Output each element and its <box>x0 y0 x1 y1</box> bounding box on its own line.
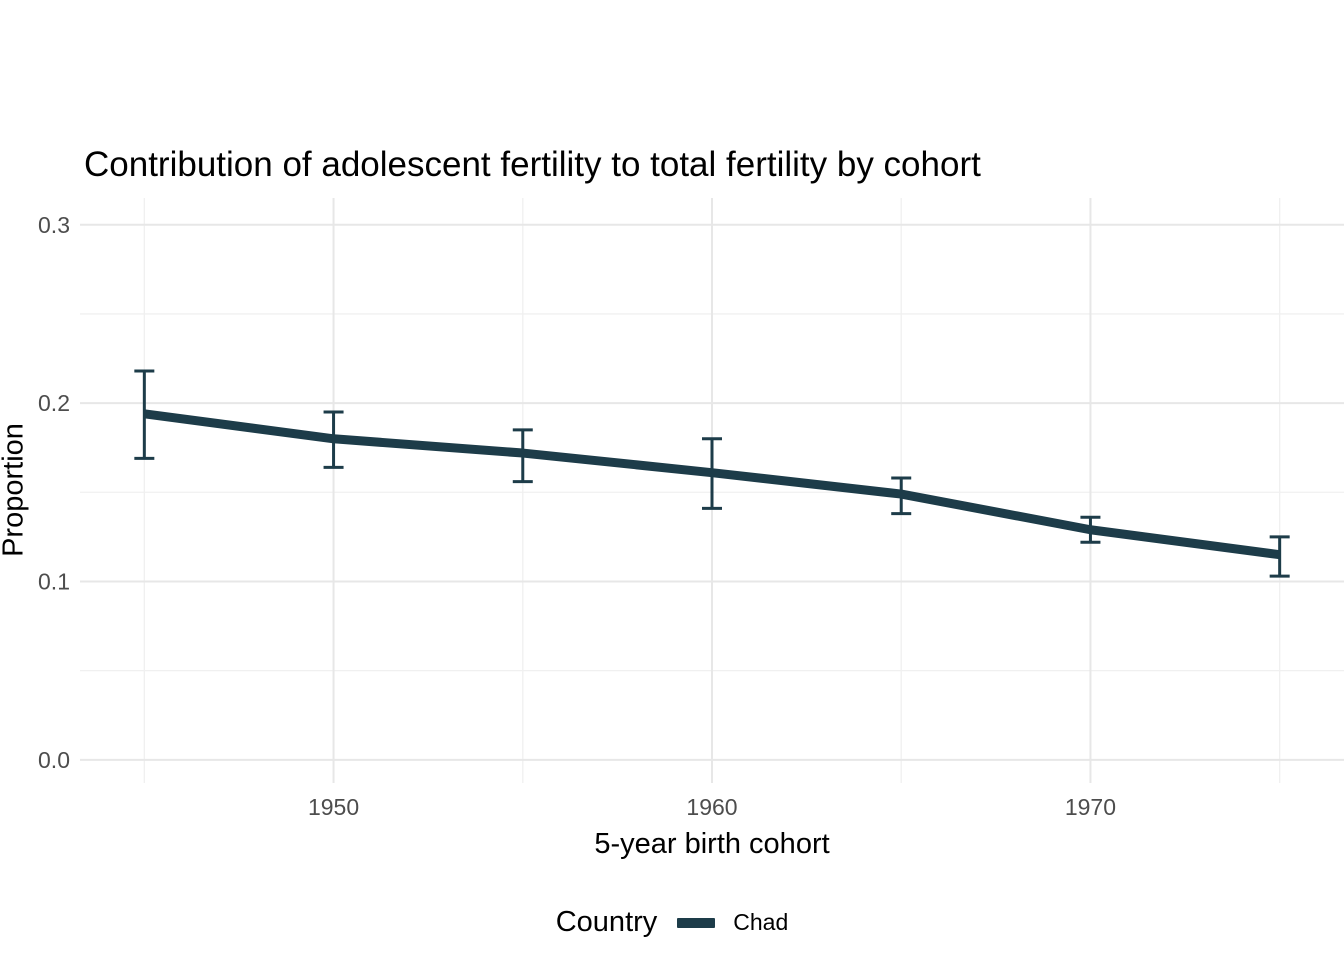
y-tick-label: 0.2 <box>38 390 70 416</box>
legend-title: Country <box>555 906 658 938</box>
legend-key-line-swatch <box>677 917 716 928</box>
y-axis-title: Proportion <box>0 423 30 557</box>
series-line-chad <box>143 409 1281 560</box>
error-bar <box>1269 535 1290 578</box>
legend: Country Chad <box>0 906 1344 939</box>
x-tick-label: 1950 <box>308 794 359 820</box>
y-tick-label: 0.1 <box>38 568 70 594</box>
legend-entry-label: Chad <box>733 909 789 935</box>
x-axis-title: 5-year birth cohort <box>594 828 830 860</box>
y-tick-label: 0.0 <box>38 747 70 773</box>
chart-title: Contribution of adolescent fertility to … <box>84 145 981 184</box>
x-tick-label: 1970 <box>1065 794 1116 820</box>
y-tick-label: 0.3 <box>38 212 70 238</box>
x-tick-label: 1960 <box>686 794 737 820</box>
